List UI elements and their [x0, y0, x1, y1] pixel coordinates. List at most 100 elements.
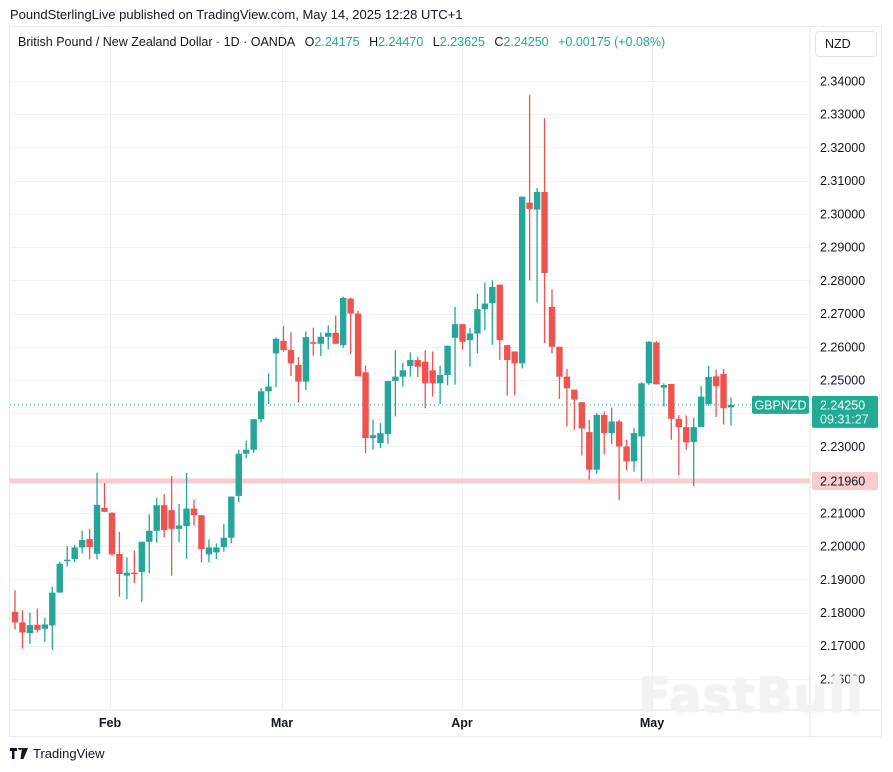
candle[interactable]: [504, 345, 511, 396]
candle[interactable]: [168, 475, 175, 576]
candle[interactable]: [466, 328, 474, 367]
candle[interactable]: [257, 387, 265, 423]
candle[interactable]: [131, 550, 138, 583]
candle[interactable]: [727, 397, 735, 426]
candle[interactable]: [64, 546, 71, 567]
candle[interactable]: [623, 439, 630, 471]
candle[interactable]: [563, 369, 571, 427]
candle[interactable]: [668, 383, 675, 440]
candle[interactable]: [272, 337, 280, 388]
candle[interactable]: [243, 440, 250, 459]
candle[interactable]: [444, 345, 451, 386]
candle[interactable]: [354, 310, 362, 377]
candle[interactable]: [578, 402, 586, 456]
candle[interactable]: [407, 352, 414, 377]
candle[interactable]: [556, 346, 563, 399]
candle[interactable]: [347, 297, 354, 355]
price-axis[interactable]: 2.34000 2.33000 2.32000 2.31000 2.30000 2.290…: [820, 75, 865, 687]
candle[interactable]: [265, 373, 272, 404]
candle[interactable]: [481, 282, 489, 331]
candle[interactable]: [638, 382, 645, 481]
candle[interactable]: [49, 586, 56, 650]
candle[interactable]: [280, 325, 287, 352]
candle[interactable]: [392, 350, 399, 417]
candle[interactable]: [369, 419, 377, 450]
candle[interactable]: [93, 472, 101, 560]
candle[interactable]: [653, 341, 660, 385]
candle[interactable]: [712, 369, 720, 417]
candle[interactable]: [705, 365, 712, 406]
candle[interactable]: [362, 365, 369, 454]
currency-button[interactable]: NZD: [815, 31, 877, 57]
candle[interactable]: [436, 365, 444, 404]
candle[interactable]: [720, 369, 727, 425]
candle[interactable]: [160, 493, 168, 538]
candle[interactable]: [414, 356, 421, 377]
candle[interactable]: [250, 419, 257, 454]
candle[interactable]: [101, 482, 108, 512]
candle[interactable]: [287, 332, 295, 376]
candle[interactable]: [339, 296, 347, 348]
candle[interactable]: [675, 415, 682, 476]
candle[interactable]: [399, 362, 407, 387]
candle[interactable]: [220, 523, 228, 552]
candle[interactable]: [630, 428, 638, 472]
candle[interactable]: [34, 608, 41, 633]
candle[interactable]: [586, 419, 593, 480]
candle[interactable]: [146, 514, 153, 574]
candle[interactable]: [325, 325, 332, 350]
candle[interactable]: [593, 413, 600, 474]
tradingview-logo[interactable]: TradingView: [10, 746, 105, 761]
candle[interactable]: [11, 590, 19, 630]
candlestick-series[interactable]: [11, 94, 735, 650]
candle[interactable]: [548, 289, 556, 354]
candle[interactable]: [317, 332, 324, 357]
candle[interactable]: [228, 496, 235, 544]
candle[interactable]: [474, 293, 481, 354]
candle[interactable]: [645, 341, 653, 385]
candle[interactable]: [213, 543, 220, 560]
candle[interactable]: [71, 544, 78, 563]
candle[interactable]: [26, 612, 34, 644]
candle[interactable]: [175, 503, 183, 543]
candle[interactable]: [429, 351, 436, 397]
candle[interactable]: [422, 350, 429, 409]
candle[interactable]: [608, 407, 615, 445]
candle[interactable]: [153, 497, 160, 543]
horizontal-line-2.2196[interactable]: [10, 478, 810, 484]
candle[interactable]: [511, 351, 518, 396]
candle[interactable]: [123, 557, 131, 600]
candle[interactable]: [615, 419, 623, 501]
candle[interactable]: [496, 284, 503, 361]
candle[interactable]: [601, 411, 608, 455]
candle[interactable]: [138, 541, 145, 602]
candle[interactable]: [56, 561, 63, 593]
candle[interactable]: [108, 512, 116, 556]
candle[interactable]: [332, 315, 339, 344]
candle[interactable]: [190, 499, 198, 526]
candle[interactable]: [518, 196, 526, 369]
candle[interactable]: [310, 327, 317, 356]
candle[interactable]: [198, 515, 205, 563]
candle[interactable]: [19, 610, 26, 649]
candle[interactable]: [690, 417, 697, 487]
candle[interactable]: [235, 449, 242, 503]
candle[interactable]: [459, 324, 466, 350]
candle[interactable]: [533, 187, 541, 303]
candle[interactable]: [377, 423, 384, 449]
candle[interactable]: [41, 617, 49, 643]
candle[interactable]: [86, 528, 93, 560]
candle[interactable]: [489, 280, 496, 345]
candle[interactable]: [660, 383, 668, 407]
candle[interactable]: [697, 385, 705, 428]
candle[interactable]: [116, 531, 123, 597]
candle[interactable]: [183, 472, 190, 559]
candle[interactable]: [302, 331, 310, 390]
candle[interactable]: [384, 380, 392, 444]
time-axis[interactable]: Feb Mar Apr May: [99, 716, 664, 730]
candle[interactable]: [571, 389, 578, 430]
candle[interactable]: [683, 415, 690, 450]
candle[interactable]: [451, 306, 459, 385]
candle[interactable]: [541, 118, 548, 344]
